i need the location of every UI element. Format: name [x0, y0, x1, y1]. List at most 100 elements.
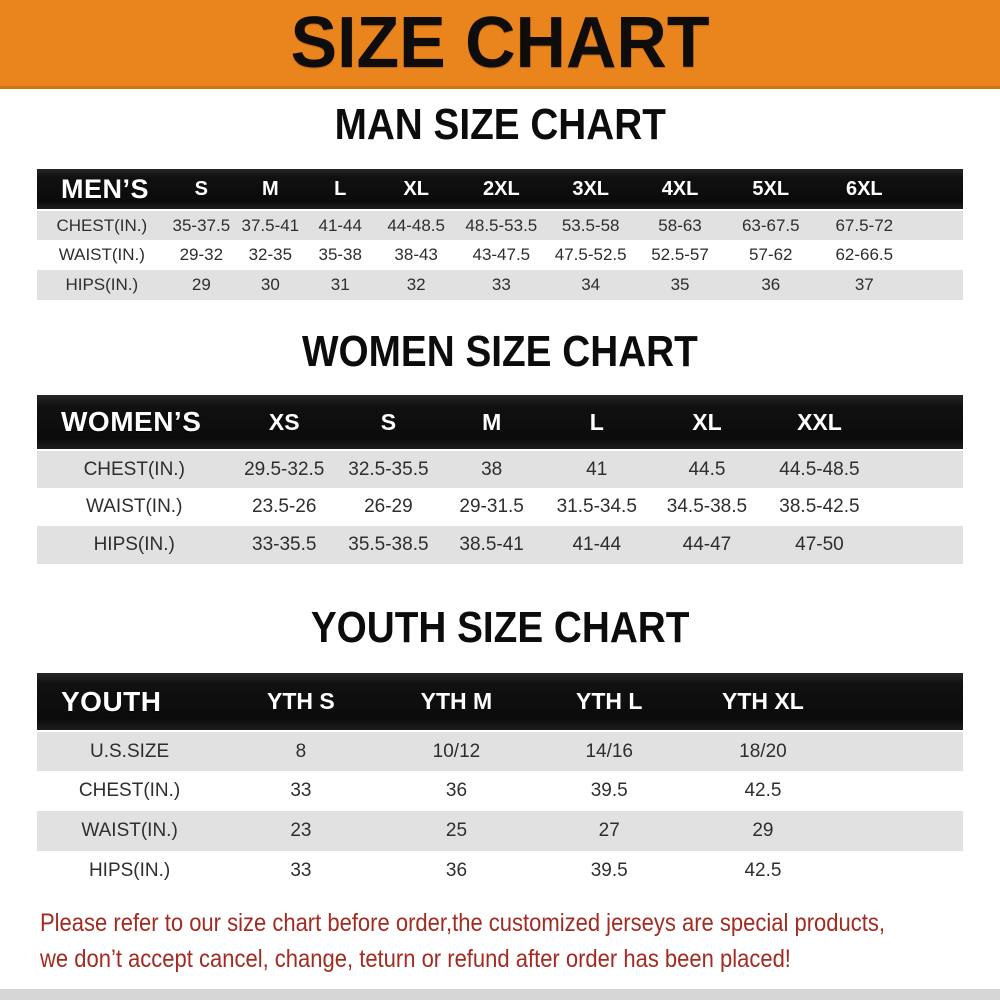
value-cell: 41 — [586, 458, 608, 480]
value-cell: 62-66.5 — [835, 245, 894, 264]
value-cell: 39.5 — [590, 780, 628, 801]
table-row: U.S.SIZE 8 10/12 14/16 18/20 — [37, 731, 963, 771]
filler-cell — [912, 210, 963, 240]
filler-cell — [912, 240, 963, 270]
value-cell: 33 — [290, 860, 312, 881]
header-group-label: WOMEN’S — [37, 395, 232, 451]
value-cell: 42.5 — [744, 780, 782, 801]
row-label-cell: HIPS(IN.) — [88, 860, 171, 881]
value-cell: 32-35 — [248, 245, 293, 264]
filler-cell — [841, 731, 963, 771]
filler-cell — [875, 450, 963, 488]
value-cell: 39.5 — [590, 860, 628, 881]
header-size-cell: 5XL — [724, 169, 817, 211]
header-size-cell: XL — [649, 395, 764, 451]
table-header-row: WOMEN’S XS S M L XL XXL — [37, 395, 963, 451]
value-cell: 29 — [191, 275, 211, 294]
value-cell: 36 — [761, 275, 781, 294]
section-title-youth: YOUTH SIZE CHART — [0, 606, 1000, 650]
row-label-cell: CHEST(IN.) — [78, 780, 181, 801]
value-cell: 48.5-53.5 — [465, 215, 538, 235]
bottom-grey-strip — [0, 989, 1000, 1000]
value-cell: 38.5-42.5 — [779, 496, 860, 517]
value-cell: 67.5-72 — [835, 215, 894, 235]
value-cell: 41-44 — [572, 534, 622, 555]
header-group-label: YOUTH — [37, 673, 223, 732]
table-row: CHEST(IN.) 33 36 39.5 42.5 — [37, 771, 963, 811]
header-group-label: MEN’S — [37, 169, 167, 211]
header-size-cell: XXL — [763, 395, 875, 451]
value-cell: 53.5-58 — [561, 215, 620, 235]
value-cell: 41-44 — [318, 215, 362, 235]
value-cell: 8 — [295, 740, 307, 762]
header-size-cell: S — [166, 169, 237, 211]
header-size-cell: L — [304, 169, 376, 211]
table-row: WAIST(IN.) 29-32 32-35 35-38 38-43 43-47.5 47.… — [37, 240, 963, 270]
value-cell: 42.5 — [744, 860, 782, 881]
value-cell: 58-63 — [658, 215, 702, 235]
value-cell: 44.5 — [688, 458, 726, 480]
value-cell: 44-47 — [682, 534, 732, 555]
value-cell: 43-47.5 — [472, 245, 531, 264]
header-size-cell: M — [439, 395, 544, 451]
value-cell: 26-29 — [364, 496, 413, 517]
value-cell: 38 — [481, 458, 503, 480]
value-cell: 33 — [290, 780, 312, 801]
table-header-row: YOUTH YTH S YTH M YTH L YTH XL — [37, 673, 963, 732]
value-cell: 31.5-34.5 — [556, 496, 637, 517]
value-cell: 44-48.5 — [387, 215, 445, 235]
table-row: CHEST(IN.) 35-37.5 37.5-41 41-44 44-48.5 48.5… — [37, 210, 963, 240]
value-cell: 29 — [752, 820, 774, 841]
row-label-cell: WAIST(IN.) — [86, 496, 183, 517]
value-cell: 23.5-26 — [252, 496, 317, 517]
filler-cell — [912, 270, 963, 300]
header-size-cell: YTH L — [533, 673, 686, 732]
table-row: WAIST(IN.) 23.5-26 26-29 29-31.5 31.5-34.5 34… — [37, 488, 963, 526]
value-cell: 36 — [445, 860, 468, 881]
header-filler-cell — [840, 673, 963, 732]
value-cell: 44.5-48.5 — [779, 458, 860, 480]
footer-note-line2: we don’t accept cancel, change, teturn o… — [40, 945, 791, 973]
value-cell: 27 — [598, 820, 620, 841]
banner: SIZE CHART — [0, 0, 1000, 89]
value-cell: 29.5-32.5 — [244, 458, 325, 480]
header-size-cell: S — [337, 395, 440, 451]
header-size-cell: 2XL — [456, 169, 547, 211]
header-size-cell: YTH XL — [685, 673, 841, 732]
header-size-cell: XS — [231, 395, 338, 451]
table-row: HIPS(IN.) 33 36 39.5 42.5 — [37, 851, 963, 891]
value-cell: 33 — [491, 275, 511, 294]
value-cell: 47.5-52.5 — [554, 245, 627, 264]
table-row: HIPS(IN.) 29 30 31 32 33 34 35 36 37 — [37, 270, 963, 300]
value-cell: 29-32 — [179, 245, 224, 264]
header-filler-cell — [911, 169, 963, 211]
value-cell: 33-35.5 — [252, 534, 317, 555]
value-cell: 38.5-41 — [459, 534, 524, 555]
value-cell: 38-43 — [394, 245, 438, 264]
header-size-cell: YTH M — [379, 673, 534, 732]
row-label-cell: WAIST(IN.) — [58, 245, 145, 264]
value-cell: 25 — [445, 820, 468, 841]
filler-cell — [875, 488, 963, 526]
header-size-cell: 4XL — [635, 169, 725, 211]
filler-cell — [841, 851, 963, 891]
footer-note-line1: Please refer to our size chart before or… — [40, 909, 885, 937]
value-cell: 29-31.5 — [459, 496, 524, 517]
value-cell: 35.5-38.5 — [348, 534, 429, 555]
row-label-cell: U.S.SIZE — [90, 740, 170, 762]
row-label-cell: HIPS(IN.) — [65, 275, 139, 294]
table-row: WAIST(IN.) 23 25 27 29 — [37, 811, 963, 851]
value-cell: 31 — [330, 275, 350, 294]
section-title-men: MAN SIZE CHART — [0, 100, 1000, 149]
value-cell: 18/20 — [739, 740, 787, 762]
header-size-cell: 3XL — [546, 169, 636, 211]
row-label-cell: WAIST(IN.) — [81, 820, 178, 841]
value-cell: 35-38 — [318, 245, 362, 264]
section-title-men-text: MAN SIZE CHART — [334, 100, 666, 149]
value-cell: 36 — [445, 780, 468, 801]
row-label-cell: CHEST(IN.) — [56, 215, 148, 235]
section-title-women: WOMEN SIZE CHART — [0, 330, 1000, 374]
value-cell: 63-67.5 — [741, 215, 800, 235]
filler-cell — [841, 811, 963, 851]
value-cell: 14/16 — [585, 740, 633, 762]
